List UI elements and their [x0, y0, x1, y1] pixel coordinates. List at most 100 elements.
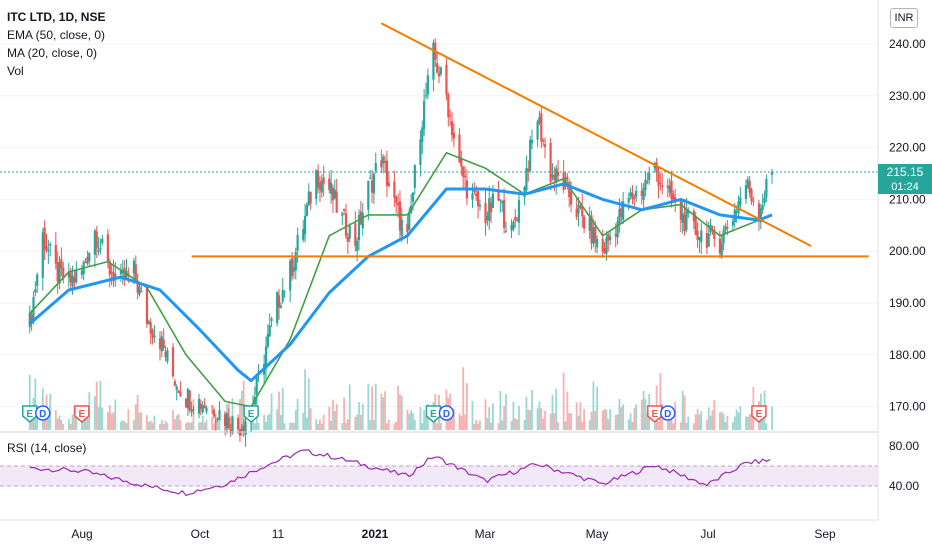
candle-body[interactable]	[316, 170, 320, 188]
candle-body[interactable]	[201, 405, 204, 413]
candle-body[interactable]	[164, 351, 167, 358]
candle-body[interactable]	[356, 240, 359, 251]
candle-body[interactable]	[184, 398, 188, 408]
candle-body[interactable]	[424, 95, 428, 97]
candle-body[interactable]	[523, 186, 526, 198]
candle-body[interactable]	[322, 177, 325, 184]
candle-body[interactable]	[296, 235, 299, 251]
candle-body[interactable]	[186, 388, 189, 409]
candle-body[interactable]	[110, 271, 113, 274]
candle-body[interactable]	[264, 346, 268, 369]
candle-body[interactable]	[488, 198, 491, 221]
candle-body[interactable]	[726, 226, 729, 229]
candle-body[interactable]	[657, 171, 660, 186]
candle-body[interactable]	[411, 192, 415, 202]
ema-legend[interactable]: EMA (50, close, 0)	[7, 28, 106, 42]
candle-body[interactable]	[69, 272, 72, 283]
candle-body[interactable]	[543, 144, 547, 147]
candle-body[interactable]	[374, 163, 377, 172]
candle-body[interactable]	[499, 199, 502, 201]
candle-body[interactable]	[158, 338, 162, 350]
candle-body[interactable]	[452, 132, 455, 139]
candle-body[interactable]	[237, 418, 240, 430]
candle-body[interactable]	[302, 229, 305, 240]
candle-body[interactable]	[770, 171, 774, 175]
candle-body[interactable]	[739, 197, 742, 206]
candle-body[interactable]	[681, 213, 684, 223]
candle-body[interactable]	[231, 416, 234, 434]
candle-body[interactable]	[210, 405, 214, 407]
candle-body[interactable]	[685, 208, 688, 231]
event-marker-E[interactable]: E	[74, 405, 90, 423]
candle-body[interactable]	[761, 205, 764, 210]
candle-body[interactable]	[642, 188, 645, 200]
event-marker-E[interactable]: E	[751, 405, 767, 423]
candle-body[interactable]	[631, 192, 634, 200]
candle-body[interactable]	[497, 191, 500, 201]
candle-body[interactable]	[153, 335, 156, 338]
candle-body[interactable]	[240, 428, 243, 432]
time-axis[interactable]: Aug Oct 11 2021 Mar May Jul Sep	[71, 527, 836, 541]
candle-body[interactable]	[661, 185, 664, 188]
candle-body[interactable]	[86, 257, 89, 264]
candle-body[interactable]	[49, 244, 52, 246]
candle-body[interactable]	[757, 203, 761, 220]
rsi-line[interactable]	[29, 449, 771, 497]
candle-body[interactable]	[290, 258, 294, 277]
candle-body[interactable]	[450, 121, 454, 136]
candle-body[interactable]	[592, 226, 595, 244]
candle-body[interactable]	[138, 286, 141, 295]
candle-body[interactable]	[516, 219, 519, 221]
candle-body[interactable]	[581, 206, 584, 217]
candle-body[interactable]	[659, 183, 662, 185]
candle-body[interactable]	[609, 236, 612, 241]
candle-body[interactable]	[575, 208, 578, 218]
candle-body[interactable]	[279, 305, 282, 308]
candle-body[interactable]	[190, 409, 193, 412]
candle-body[interactable]	[439, 67, 442, 75]
candle-body[interactable]	[343, 208, 346, 211]
candle-body[interactable]	[620, 208, 623, 217]
candle-body[interactable]	[713, 229, 716, 239]
candle-body[interactable]	[514, 216, 517, 221]
candle-body[interactable]	[722, 230, 725, 244]
candle-body[interactable]	[93, 230, 96, 255]
candle-body[interactable]	[517, 200, 521, 223]
candle-body[interactable]	[765, 178, 768, 198]
candle-body[interactable]	[346, 236, 349, 242]
candle-body[interactable]	[318, 182, 322, 191]
candle-body[interactable]	[398, 201, 402, 231]
candle-body[interactable]	[700, 230, 703, 243]
candle-body[interactable]	[145, 287, 149, 325]
candle-body[interactable]	[551, 174, 554, 178]
candle-body[interactable]	[549, 142, 552, 182]
candle-body[interactable]	[67, 271, 70, 278]
candle-body[interactable]	[622, 201, 625, 220]
candle-body[interactable]	[436, 63, 439, 73]
candle-body[interactable]	[553, 175, 556, 180]
candle-body[interactable]	[538, 117, 541, 123]
candle-body[interactable]	[525, 168, 528, 191]
candle-body[interactable]	[214, 421, 217, 423]
candle-body[interactable]	[555, 168, 558, 183]
candle-body[interactable]	[594, 226, 597, 243]
candle-body[interactable]	[305, 204, 309, 217]
candle-body[interactable]	[335, 191, 338, 213]
candle-body[interactable]	[568, 181, 571, 197]
candle-body[interactable]	[344, 213, 348, 237]
candle-body[interactable]	[192, 409, 195, 411]
candle-body[interactable]	[97, 249, 100, 252]
candle-body[interactable]	[720, 243, 723, 256]
candle-body[interactable]	[413, 165, 416, 188]
candle-body[interactable]	[341, 213, 344, 216]
candle-body[interactable]	[320, 180, 323, 193]
candle-body[interactable]	[199, 403, 202, 409]
candle-body[interactable]	[151, 329, 154, 338]
candle-body[interactable]	[674, 197, 677, 200]
candle-body[interactable]	[173, 381, 176, 386]
candle-body[interactable]	[648, 172, 651, 181]
price-axis[interactable]: 240.00 230.00 220.00 210.00 200.00 190.00 180.…	[889, 37, 926, 414]
candle-body[interactable]	[627, 197, 630, 203]
candle-body[interactable]	[244, 421, 247, 435]
candle-body[interactable]	[227, 417, 230, 429]
